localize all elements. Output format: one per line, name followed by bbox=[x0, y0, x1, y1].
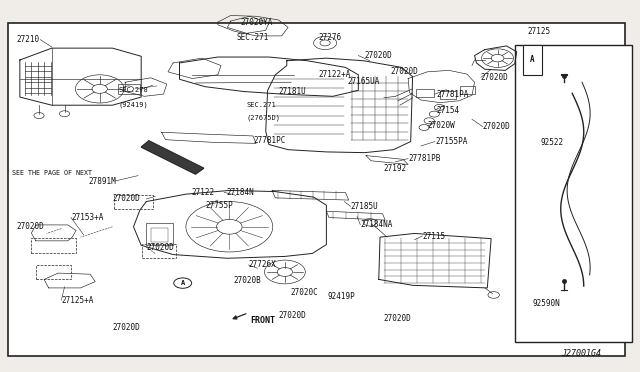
Bar bbox=[8, 23, 625, 356]
Text: 27781PA: 27781PA bbox=[436, 90, 468, 99]
Bar bbox=[152, 228, 168, 241]
Text: SEE THE PAGE OF NEXT: SEE THE PAGE OF NEXT bbox=[12, 170, 92, 176]
Text: 27020D: 27020D bbox=[483, 122, 511, 131]
Text: 27726X: 27726X bbox=[248, 260, 276, 269]
Text: 27155PA: 27155PA bbox=[435, 137, 467, 146]
Bar bbox=[118, 84, 140, 94]
Text: 27020YA: 27020YA bbox=[240, 18, 273, 27]
Text: 27020D: 27020D bbox=[365, 51, 392, 60]
Bar bbox=[36, 265, 71, 279]
Text: (27675D): (27675D) bbox=[246, 114, 280, 121]
Text: FRONT: FRONT bbox=[250, 316, 275, 325]
Text: 27020D: 27020D bbox=[147, 243, 174, 251]
Text: 27020D: 27020D bbox=[113, 195, 140, 203]
Text: (92419): (92419) bbox=[119, 101, 148, 108]
Text: 27154: 27154 bbox=[436, 106, 460, 115]
Text: A: A bbox=[180, 280, 185, 286]
Text: 27891M: 27891M bbox=[89, 177, 116, 186]
Text: 27020D: 27020D bbox=[384, 314, 412, 323]
Text: 27125: 27125 bbox=[527, 26, 550, 36]
Bar bbox=[31, 238, 76, 253]
Text: 27115: 27115 bbox=[422, 231, 445, 241]
Polygon shape bbox=[141, 141, 204, 174]
Text: 27185U: 27185U bbox=[351, 202, 378, 211]
Text: 27192: 27192 bbox=[384, 164, 407, 173]
Text: J27001G4: J27001G4 bbox=[561, 349, 602, 358]
Text: 27153+A: 27153+A bbox=[71, 213, 103, 222]
Text: 92590N: 92590N bbox=[532, 299, 560, 308]
Text: 27210: 27210 bbox=[17, 35, 40, 44]
Text: SEC.271: SEC.271 bbox=[237, 33, 269, 42]
Text: 27020D: 27020D bbox=[17, 222, 44, 231]
Text: 92419P: 92419P bbox=[327, 292, 355, 301]
Text: 27020D: 27020D bbox=[113, 323, 140, 332]
Text: 27020D: 27020D bbox=[390, 67, 418, 76]
Bar bbox=[440, 92, 456, 99]
Text: 27181U: 27181U bbox=[278, 87, 307, 96]
Bar bbox=[416, 89, 434, 97]
Text: 27122: 27122 bbox=[191, 188, 214, 197]
Text: 27020C: 27020C bbox=[290, 288, 317, 297]
Text: 27276: 27276 bbox=[319, 33, 342, 42]
Text: 27122+A: 27122+A bbox=[318, 70, 351, 79]
Bar bbox=[515, 45, 632, 341]
Bar bbox=[147, 223, 173, 244]
Bar bbox=[523, 45, 542, 75]
Text: 27781PB: 27781PB bbox=[408, 154, 440, 163]
Text: A: A bbox=[531, 55, 535, 64]
Text: 27165UA: 27165UA bbox=[348, 77, 380, 86]
Bar bbox=[461, 86, 474, 94]
Bar bbox=[115, 195, 153, 209]
Text: 27020B: 27020B bbox=[234, 276, 262, 285]
Text: 27020D: 27020D bbox=[481, 73, 509, 82]
Text: 27020D: 27020D bbox=[278, 311, 307, 320]
Text: 27020W: 27020W bbox=[428, 122, 455, 131]
Text: 27781PC: 27781PC bbox=[253, 136, 285, 145]
Text: 92522: 92522 bbox=[540, 138, 563, 147]
Text: SEC.278: SEC.278 bbox=[119, 87, 148, 93]
Bar bbox=[143, 244, 175, 258]
Text: SEC.271: SEC.271 bbox=[246, 102, 276, 108]
Text: 27125+A: 27125+A bbox=[61, 296, 93, 305]
Text: 27184NA: 27184NA bbox=[360, 220, 392, 229]
Text: 27755P: 27755P bbox=[205, 201, 233, 210]
Text: 27184N: 27184N bbox=[226, 188, 254, 197]
